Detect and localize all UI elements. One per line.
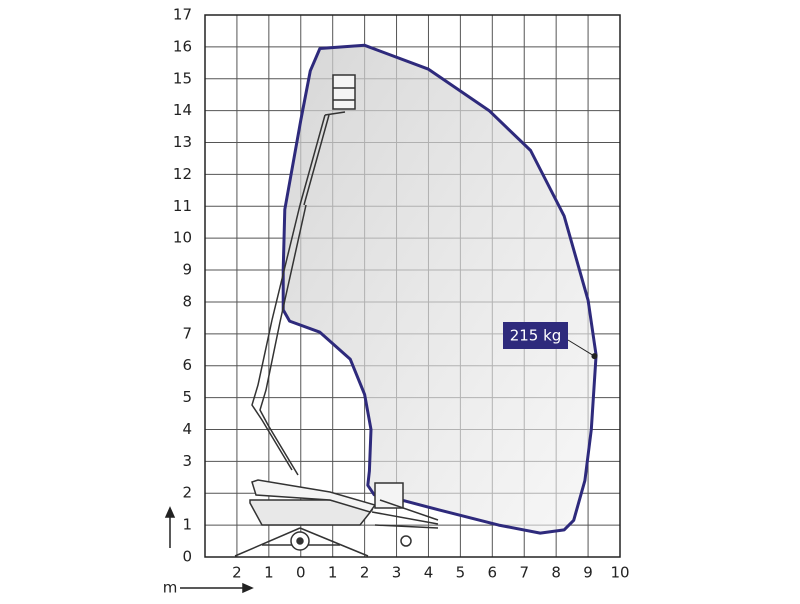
y-tick-label: 5 [182,388,192,406]
x-tick-label: 2 [360,564,370,582]
y-tick-label: 12 [173,165,192,183]
envelope-layer [281,43,598,535]
y-tick-label: 6 [182,356,192,374]
axis-unit: m [163,579,178,597]
annotation-label: 215 kg [510,327,562,345]
x-tick-label: 1 [328,564,338,582]
y-tick-label: 11 [173,197,192,215]
y-tick-label: 13 [173,133,192,151]
annotation-box [503,322,568,349]
y-tick-label: 7 [182,324,192,342]
y-tick-label: 17 [173,6,192,24]
x-tick-label: 7 [519,564,529,582]
x-tick-label: 2 [232,564,242,582]
x-tick-label: 1 [264,564,274,582]
axis-arrows [164,506,254,594]
y-tick-label: 2 [182,484,192,502]
plot-frame [204,14,621,558]
y-tick-label: 8 [182,292,192,310]
working-envelope [281,43,598,535]
x-tick-label: 4 [424,564,434,582]
annotation-layer: 215 kg [503,322,598,360]
y-tick-label: 9 [182,261,192,279]
x-tick-label: 0 [296,564,306,582]
annotation-point [591,353,598,360]
y-tick-label: 15 [173,69,192,87]
y-tick-label: 1 [182,516,192,534]
y-tick-label: 3 [182,452,192,470]
y-tick-label: 14 [173,101,192,119]
y-tick-label: 4 [182,420,192,438]
lift-drawing [234,74,439,557]
y-tick-label: 10 [173,229,192,247]
x-tick-label: 6 [488,564,498,582]
x-tick-label: 10 [610,564,629,582]
y-tick-label: 0 [182,548,192,566]
y-tick-label: 16 [173,37,192,55]
x-tick-label: 9 [583,564,593,582]
x-tick-label: 8 [551,564,561,582]
x-tick-label: 3 [392,564,402,582]
annotation-leader [567,339,595,357]
x-tick-label: 5 [456,564,466,582]
